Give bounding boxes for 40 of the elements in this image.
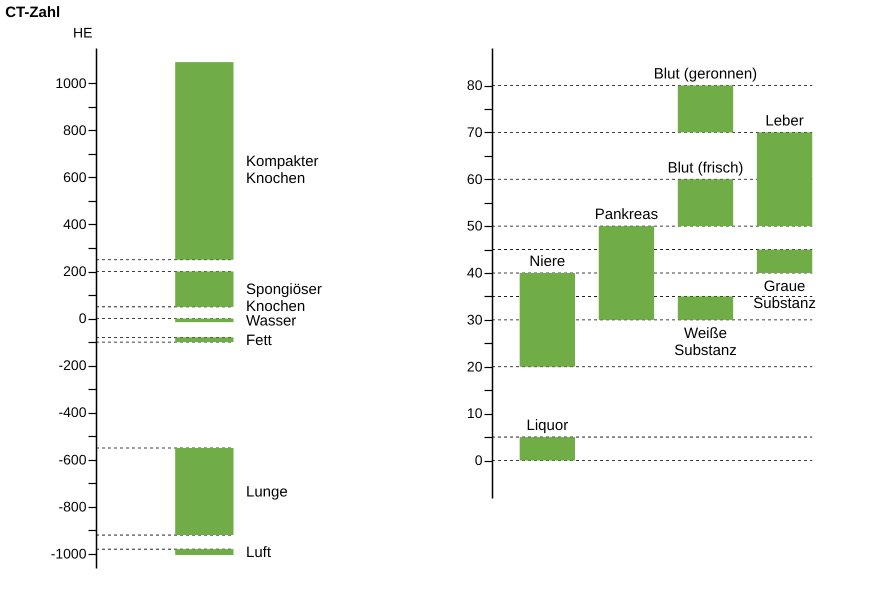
y-tick-label: 50 (466, 218, 483, 234)
chart-title: CT-Zahl (5, 4, 60, 21)
bar (175, 272, 234, 307)
y-tick-label: 1000 (55, 74, 87, 91)
y-tick-label: -400 (58, 404, 87, 420)
y-tick-label: 800 (63, 122, 87, 138)
series-label: Liquor (526, 417, 568, 434)
bar (175, 549, 234, 556)
series-label: Blut (geronnen) (654, 66, 758, 82)
bar (175, 318, 234, 322)
y-tick-label: 70 (466, 124, 483, 140)
series-label: Pankreas (594, 206, 658, 224)
y-tick-label: 0 (474, 452, 483, 468)
y-tick-label: 400 (63, 216, 87, 232)
bar (175, 62, 234, 260)
series-label: Lunge (246, 484, 288, 501)
y-tick-label: 30 (466, 311, 483, 328)
series-label: Luft (246, 544, 272, 562)
y-tick-label: 0 (78, 310, 87, 326)
series-label: Weiße Substanz (674, 324, 737, 359)
y-tick-label: -200 (58, 357, 87, 374)
series-label: Graue Substanz (753, 278, 816, 312)
series-label: Niere (529, 253, 566, 270)
y-tick-label: 10 (466, 405, 483, 422)
y-tick-label: 80 (466, 77, 483, 93)
y-tick-label: 600 (63, 168, 87, 185)
bar (175, 337, 234, 342)
y-axis-title: HE (73, 24, 92, 40)
y-tick-label: 200 (63, 263, 87, 280)
bar (175, 448, 234, 536)
y-tick-label: 60 (466, 170, 483, 187)
series-label: Blut (frisch) (668, 159, 744, 176)
y-tick-label: -800 (58, 498, 87, 514)
series-label: Kompakter Knochen (246, 152, 319, 187)
y-tick-label: 40 (466, 264, 483, 280)
series-label: Fett (246, 332, 273, 349)
y-tick-label: -600 (58, 451, 87, 468)
y-tick-label: 20 (466, 358, 483, 374)
y-tick-label: -1000 (50, 545, 87, 562)
series-label: Leber (765, 112, 804, 130)
